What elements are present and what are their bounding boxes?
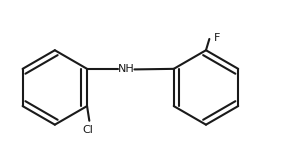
- Text: Cl: Cl: [83, 125, 94, 135]
- Text: F: F: [214, 33, 220, 43]
- Text: NH: NH: [118, 64, 134, 74]
